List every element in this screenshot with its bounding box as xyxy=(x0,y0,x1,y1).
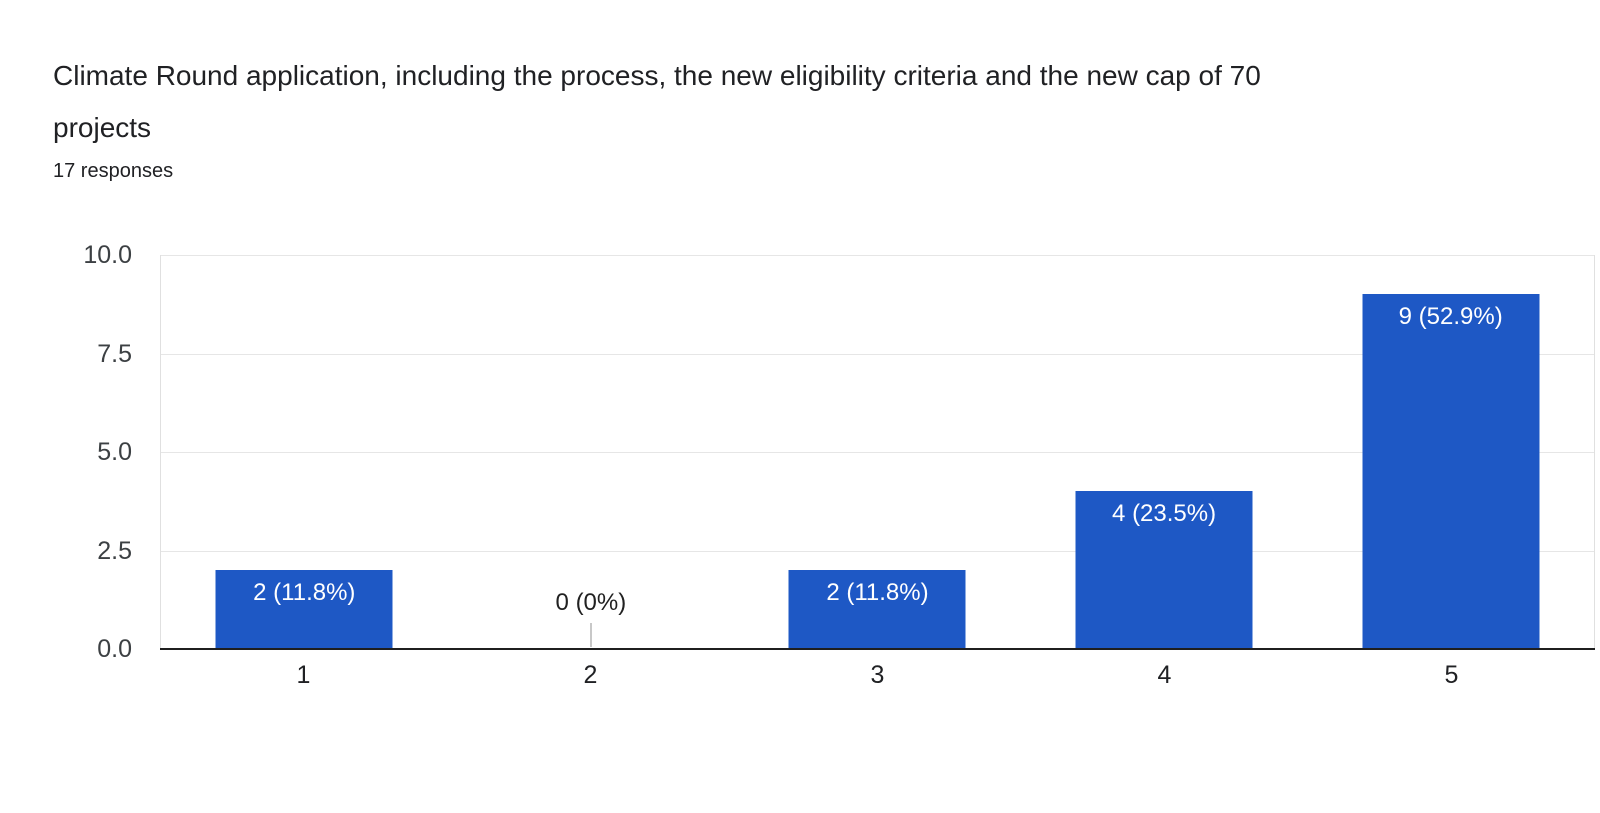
response-count: 17 responses xyxy=(53,160,174,182)
gridline xyxy=(161,353,1594,355)
x-axis-tick-label: 5 xyxy=(1444,661,1459,689)
bar-value-label: 9 (52.9%) xyxy=(1398,303,1503,331)
y-axis-tick-label: 0.0 xyxy=(97,635,132,663)
question-title: Climate Round application, including the… xyxy=(53,50,1261,154)
bar[interactable]: 9 (52.9%) xyxy=(1362,294,1540,649)
bar-column: 0 (0%) xyxy=(448,255,735,649)
question-title-line-1: Climate Round application, including the… xyxy=(53,60,1261,91)
x-axis-tick-label: 4 xyxy=(1157,661,1172,689)
bar-column: 4 (23.5%) xyxy=(1021,255,1308,649)
x-axis-tick-label: 2 xyxy=(583,661,598,689)
gridline xyxy=(161,550,1594,552)
x-axis: 1 2 3 4 5 xyxy=(160,661,1595,690)
y-axis: 0.0 2.5 5.0 7.5 10.0 xyxy=(0,241,132,663)
x-axis-tick-label: 1 xyxy=(296,661,311,689)
bar-value-label: 2 (11.8%) xyxy=(253,579,356,607)
bar[interactable]: 2 (11.8%) xyxy=(788,570,966,649)
y-axis-tick-label: 2.5 xyxy=(97,536,132,565)
x-axis-tick-label: 3 xyxy=(870,661,885,689)
bar-value-label: 4 (23.5%) xyxy=(1112,500,1217,528)
bar-column: 2 (11.8%) xyxy=(161,255,448,649)
bar-value-label-zero: 0 (0%) xyxy=(555,589,627,616)
zero-bar-stub xyxy=(589,623,592,647)
bar-column: 2 (11.8%) xyxy=(734,255,1021,649)
bar[interactable]: 2 (11.8%) xyxy=(215,570,393,649)
gridline xyxy=(161,452,1594,453)
question-title-line-2: projects xyxy=(53,112,152,143)
bar-columns: 2 (11.8%) 0 (0%) 2 (11.8%) 4 (23.5%) 9 (52.9… xyxy=(161,255,1594,649)
y-axis-tick-label: 5.0 xyxy=(97,438,132,466)
bar-value-label: 2 (11.8%) xyxy=(826,579,929,607)
plot-area: 2 (11.8%) 0 (0%) 2 (11.8%) 4 (23.5%) 9 (52.9… xyxy=(160,255,1595,650)
y-axis-tick-label: 10.0 xyxy=(83,241,132,269)
bar-column: 9 (52.9%) xyxy=(1307,255,1594,649)
gridline xyxy=(161,255,1594,256)
y-axis-tick-label: 7.5 xyxy=(97,339,132,368)
bar[interactable]: 4 (23.5%) xyxy=(1075,491,1253,649)
x-axis-line xyxy=(160,648,1595,650)
